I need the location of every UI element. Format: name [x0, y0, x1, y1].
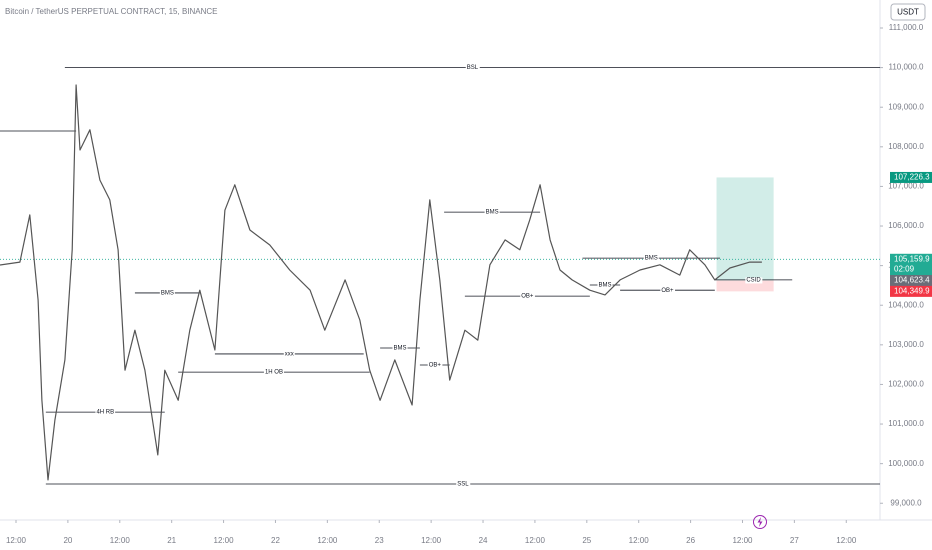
price-tag: [890, 275, 932, 287]
x-tick-label: 27: [790, 536, 799, 545]
level-label-bg: [392, 345, 408, 352]
level-label-bg: [660, 287, 676, 294]
x-tick-label: 22: [271, 536, 280, 545]
x-tick-label: 24: [479, 536, 488, 545]
level-label-bg: [643, 255, 659, 262]
level-label-bg: [745, 277, 763, 284]
level-label-bg: [427, 362, 443, 369]
level-label: OB+: [521, 294, 534, 300]
price-tag-label: 104,349.9: [894, 286, 930, 295]
level-label-bg: [456, 481, 471, 488]
x-tick-label: 12:00: [525, 536, 546, 545]
x-tick-label: 26: [686, 536, 695, 545]
x-tick-label: 12:00: [214, 536, 235, 545]
level-label: xxx: [285, 352, 294, 358]
y-tick-label: 111,000.0: [889, 23, 924, 32]
level-label: BMS: [598, 283, 611, 289]
level-label-bg: [159, 290, 175, 297]
y-tick-label: 100,000.0: [888, 459, 924, 468]
x-tick-label: 12:00: [110, 536, 131, 545]
level-label: BMS: [645, 256, 658, 262]
level-label: 4H RB: [96, 410, 114, 416]
x-tick-label: 12:00: [629, 536, 650, 545]
level-label: BSL: [467, 65, 479, 71]
level-label: 1H OB: [265, 370, 283, 376]
x-tick-label: 12:00: [836, 536, 857, 545]
level-label: OB+: [661, 288, 674, 294]
y-tick-label: 102,000.0: [888, 380, 924, 389]
price-tag: [890, 171, 932, 183]
price-tag-label: 107,226.3: [894, 173, 930, 182]
level-label-bg: [95, 409, 116, 416]
countdown: 02:09: [894, 264, 915, 273]
x-tick-label: 23: [375, 536, 384, 545]
currency-label[interactable]: USDT: [897, 8, 919, 17]
target-zone: [716, 177, 774, 281]
x-tick-label: 25: [582, 536, 591, 545]
level-label: CSID: [746, 277, 761, 283]
level-label: SSL: [457, 482, 469, 488]
level-label: BMS: [161, 291, 174, 297]
level-label: OB+: [429, 363, 442, 369]
y-tick-label: 99,000.0: [890, 498, 922, 507]
y-tick-label: 101,000.0: [888, 419, 924, 428]
x-tick-label: 12:00: [317, 536, 338, 545]
chart-title: Bitcoin / TetherUS PERPETUAL CONTRACT, 1…: [5, 7, 218, 16]
x-tick-label: 12:00: [6, 536, 27, 545]
level-label-bg: [520, 293, 535, 300]
y-tick-label: 109,000.0: [888, 102, 924, 111]
lightning-icon[interactable]: [753, 515, 767, 529]
level-label: BMS: [486, 210, 499, 216]
x-tick-label: 21: [167, 536, 176, 545]
price-tag-label: 105,159.9: [894, 254, 930, 263]
y-tick-label: 108,000.0: [888, 142, 924, 151]
price-line: [0, 84, 762, 481]
y-tick-label: 103,000.0: [888, 340, 924, 349]
y-tick-label: 104,000.0: [888, 300, 924, 309]
level-label-bg: [597, 282, 613, 289]
y-tick-label: 110,000.0: [889, 63, 925, 72]
axes: 99,000.0 100,000.0 101,000.0 102,000.0 103,0…: [6, 23, 924, 545]
level-label: BMS: [393, 346, 406, 352]
level-label-bg: [484, 209, 500, 216]
level-label-bg: [283, 351, 295, 358]
y-tick-label: 106,000.0: [888, 221, 924, 230]
level-label-bg: [465, 65, 480, 72]
level-label-bg: [263, 369, 284, 376]
x-tick-label: 12:00: [732, 536, 753, 545]
y-tick-label: 107,000.0: [888, 182, 924, 191]
x-tick-label: 12:00: [421, 536, 442, 545]
price-tag-label: 104,623.4: [894, 276, 930, 285]
x-tick-label: 20: [63, 536, 72, 545]
currency-button[interactable]: [890, 3, 926, 21]
price-tag: [890, 253, 932, 276]
stop-zone: [716, 280, 774, 292]
price-tag: [890, 285, 932, 297]
